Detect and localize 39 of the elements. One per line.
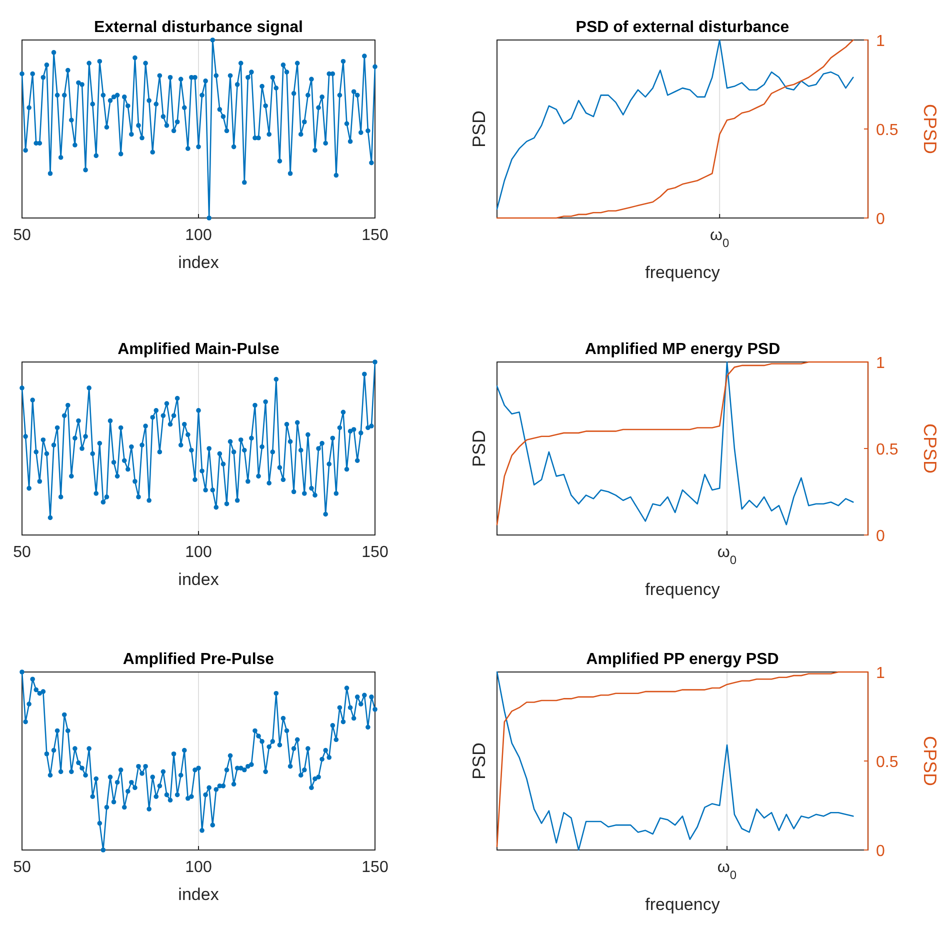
x-tick-label: 50 (13, 544, 31, 561)
x-tick-label: 150 (362, 227, 388, 244)
x-tick-label: 150 (362, 859, 388, 876)
x-axis-title: index (178, 885, 220, 904)
y2-axis-title: CPSD (920, 423, 940, 474)
chart-title: Amplified MP energy PSD (584, 341, 780, 358)
x-tick-label: ω$_{0}$ (717, 859, 737, 882)
y2-tick-label: 1 (876, 355, 885, 372)
chart-title: External disturbance signal (94, 19, 303, 36)
y-axis-title: PSD (469, 430, 489, 468)
y2-tick-label: 0 (876, 528, 885, 545)
x-axis-title: index (178, 570, 220, 589)
y2-tick-label: 0.5 (876, 754, 898, 771)
x-tick-label: 50 (13, 227, 31, 244)
x-tick-label: 100 (185, 227, 212, 244)
x-axis-title: frequency (645, 895, 720, 914)
x-tick-label: 100 (185, 544, 212, 561)
y2-tick-label: 1 (876, 33, 885, 50)
y2-axis-title: CPSD (920, 736, 940, 786)
x-tick-label: ω$_{0}$ (717, 544, 737, 567)
chart-title: Amplified PP energy PSD (586, 651, 779, 668)
y-axis-title: PSD (469, 110, 489, 148)
x-axis-title: frequency (645, 263, 720, 282)
chart-title: Amplified Main-Pulse (118, 341, 280, 358)
chart-title: Amplified Pre-Pulse (122, 651, 274, 668)
y2-tick-label: 0.5 (876, 442, 898, 458)
y2-tick-label: 1 (876, 665, 885, 682)
y2-tick-label: 0 (876, 211, 885, 228)
y2-axis-title: CPSD (920, 104, 940, 154)
x-tick-label: 150 (362, 544, 388, 561)
x-tick-label: ω$_{0}$ (710, 227, 730, 250)
x-axis-title: index (178, 253, 220, 272)
x-tick-label: 100 (185, 859, 212, 876)
x-tick-label: 50 (13, 859, 31, 876)
y2-tick-label: 0 (876, 843, 885, 860)
y2-tick-label: 0.5 (876, 122, 898, 139)
x-axis-title: frequency (645, 580, 720, 599)
chart-title: PSD of external disturbance (576, 19, 790, 36)
y-axis-title: PSD (469, 742, 489, 780)
